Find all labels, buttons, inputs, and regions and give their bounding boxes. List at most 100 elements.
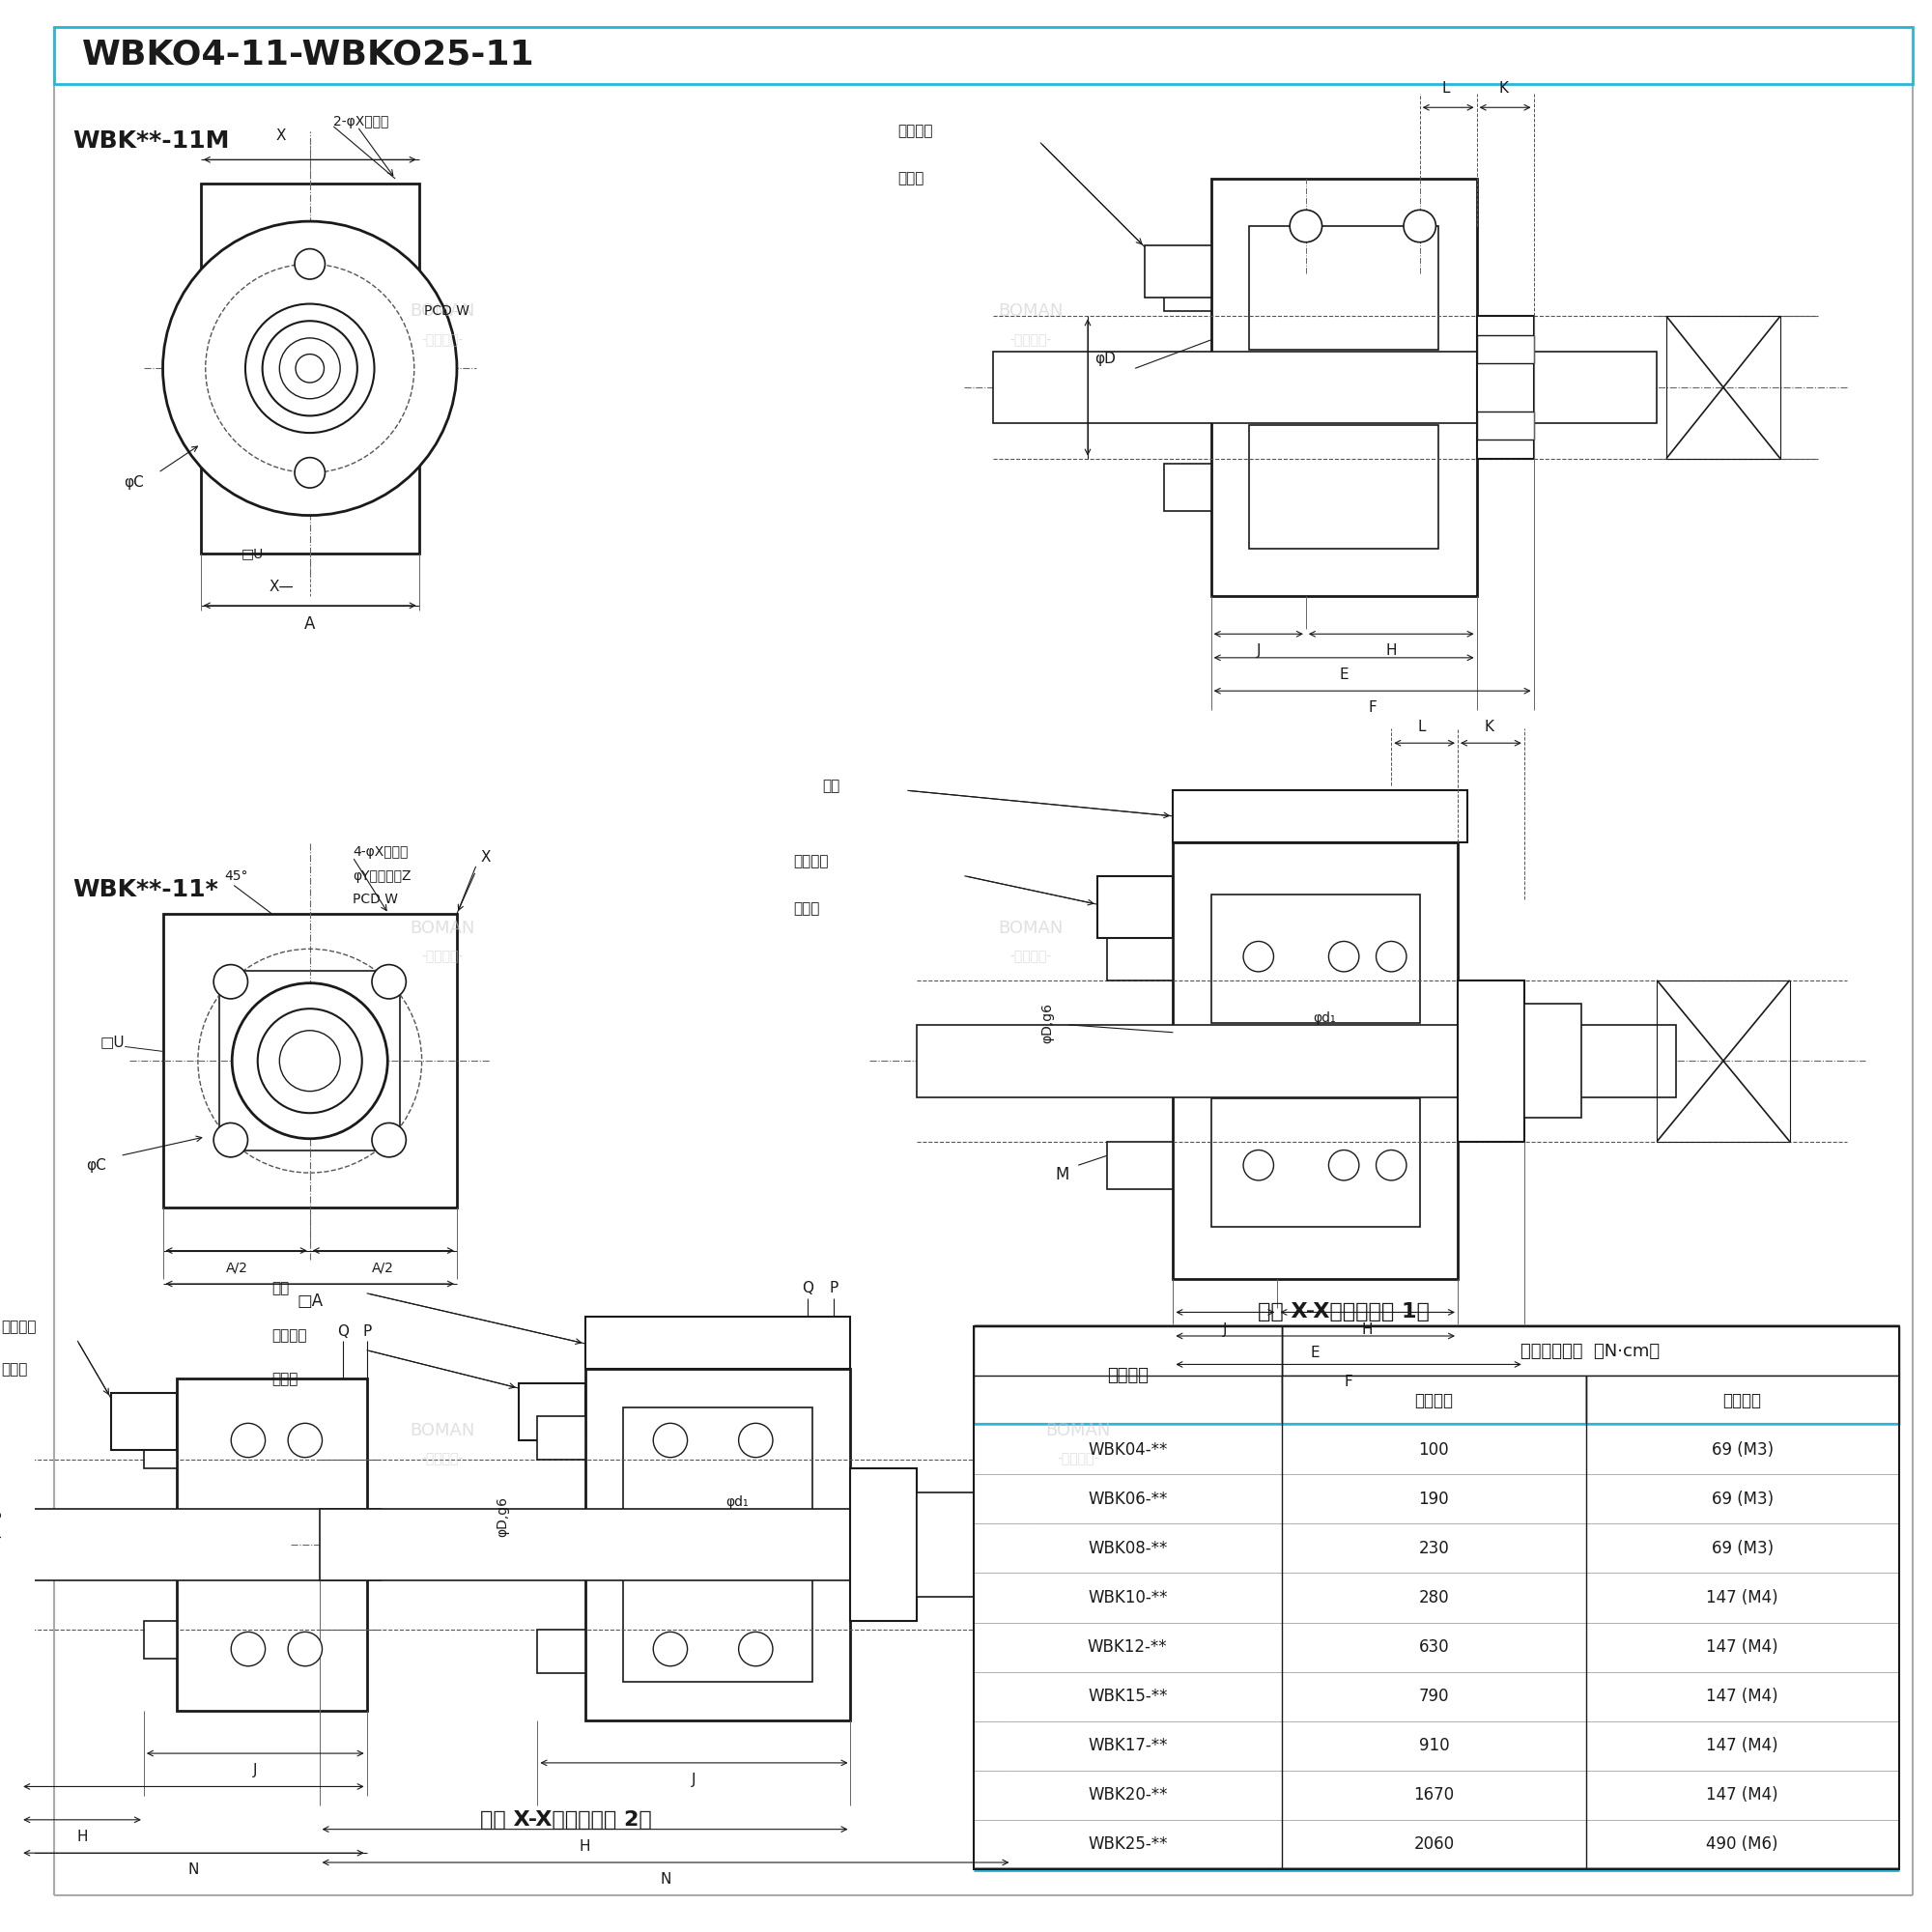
Text: 147 (M4): 147 (M4) (1706, 1689, 1777, 1706)
Bar (974, 1820, 1283, 1868)
Circle shape (1376, 941, 1406, 972)
Bar (1586, 1770, 1899, 1820)
Circle shape (288, 1424, 323, 1457)
Bar (1163, 464, 1211, 510)
Text: 止动螺杆: 止动螺杆 (898, 124, 933, 139)
Bar (1586, 1721, 1899, 1770)
Bar (1586, 1524, 1899, 1573)
Bar (518, 1383, 585, 1441)
Bar (1283, 1327, 1899, 1376)
Text: WBK**-11*: WBK**-11* (73, 879, 218, 902)
Bar (974, 1468, 1012, 1621)
Text: X—: X— (269, 580, 294, 593)
Text: φD,g6: φD,g6 (495, 1495, 508, 1536)
Circle shape (263, 321, 357, 415)
Text: -勃曼工业-: -勃曼工业- (1057, 1453, 1099, 1466)
Bar (1524, 1005, 1580, 1119)
Text: φD: φD (1095, 352, 1117, 367)
Text: 止动螺杆: 止动螺杆 (272, 1329, 307, 1343)
Text: 630: 630 (1418, 1638, 1449, 1656)
Bar (918, 1024, 1675, 1097)
Circle shape (1329, 1150, 1358, 1180)
Text: φC: φC (85, 1157, 106, 1173)
Text: F: F (1368, 701, 1376, 715)
Text: 147 (M4): 147 (M4) (1706, 1787, 1777, 1804)
Circle shape (214, 1122, 247, 1157)
Text: H: H (77, 1830, 87, 1843)
Bar (1283, 1721, 1586, 1770)
Text: L: L (1441, 81, 1451, 97)
Text: WBK06-**: WBK06-** (1088, 1490, 1167, 1507)
Circle shape (1329, 941, 1358, 972)
Text: φY沉孔深度Z: φY沉孔深度Z (352, 869, 412, 883)
Text: J: J (692, 1774, 696, 1787)
Text: F: F (1345, 1374, 1352, 1389)
Bar (1476, 412, 1534, 439)
Circle shape (257, 1009, 361, 1113)
Text: WBK**-11M: WBK**-11M (73, 129, 230, 153)
Bar (178, 1379, 367, 1710)
Bar (1211, 178, 1476, 597)
Circle shape (371, 1122, 406, 1157)
Bar (1283, 1426, 1586, 1474)
Text: -勃曼工业-: -勃曼工业- (421, 332, 464, 346)
Text: E: E (1339, 668, 1349, 682)
Circle shape (214, 964, 247, 999)
Bar (850, 1468, 918, 1621)
Text: 锁紧螺母: 锁紧螺母 (1414, 1391, 1453, 1408)
Bar (1283, 1474, 1586, 1524)
Bar (1283, 1623, 1586, 1671)
Bar (143, 1432, 178, 1468)
Text: φd₁: φd₁ (724, 1495, 748, 1509)
Bar (1658, 980, 1789, 1142)
Text: J: J (253, 1764, 257, 1777)
Circle shape (371, 964, 406, 999)
Bar (1283, 1573, 1586, 1623)
Text: 147 (M4): 147 (M4) (1706, 1638, 1777, 1656)
Text: M: M (1055, 1167, 1068, 1184)
Circle shape (1405, 211, 1435, 242)
Text: X: X (276, 129, 286, 143)
Bar (1476, 334, 1534, 363)
Bar (54, 27, 1913, 83)
Text: □U: □U (100, 1036, 126, 1049)
Bar (1586, 1376, 1899, 1426)
Text: 280: 280 (1418, 1590, 1449, 1607)
Text: 45°: 45° (224, 869, 247, 883)
Bar (974, 1327, 1899, 1868)
Text: Q: Q (802, 1281, 813, 1296)
Bar (1211, 1099, 1420, 1227)
Text: WBK12-**: WBK12-** (1088, 1638, 1167, 1656)
Circle shape (280, 1030, 340, 1092)
Circle shape (738, 1633, 773, 1665)
Bar (1144, 245, 1211, 298)
Text: 4-φX通孔后: 4-φX通孔后 (352, 846, 408, 860)
Text: P: P (829, 1281, 838, 1296)
Text: WBK15-**: WBK15-** (1088, 1689, 1167, 1706)
Text: WBKO4-11-WBKO25-11: WBKO4-11-WBKO25-11 (83, 39, 535, 71)
Text: BOMAN: BOMAN (410, 1422, 475, 1439)
Text: WBK10-**: WBK10-** (1088, 1590, 1167, 1607)
Bar (1476, 317, 1534, 458)
Circle shape (232, 1424, 265, 1457)
Bar (1097, 875, 1173, 937)
Text: WBK20-**: WBK20-** (1088, 1787, 1167, 1804)
Circle shape (280, 338, 340, 398)
Text: H: H (1362, 1321, 1374, 1337)
Text: BOMAN: BOMAN (999, 303, 1063, 321)
Text: φD,g6: φD,g6 (1041, 1003, 1055, 1043)
Text: 公称型号: 公称型号 (1107, 1368, 1148, 1385)
Bar (1586, 1573, 1899, 1623)
Bar (143, 1621, 178, 1658)
Bar (918, 1493, 974, 1598)
Bar (622, 1406, 813, 1520)
Text: 910: 910 (1418, 1737, 1449, 1754)
Bar (993, 352, 1658, 423)
Text: 2060: 2060 (1414, 1835, 1455, 1853)
Circle shape (1291, 211, 1321, 242)
Bar (220, 970, 400, 1151)
Text: BOMAN: BOMAN (410, 303, 475, 321)
Bar (1163, 265, 1211, 311)
Bar (1283, 1524, 1586, 1573)
Text: 69 (M3): 69 (M3) (1712, 1441, 1774, 1459)
